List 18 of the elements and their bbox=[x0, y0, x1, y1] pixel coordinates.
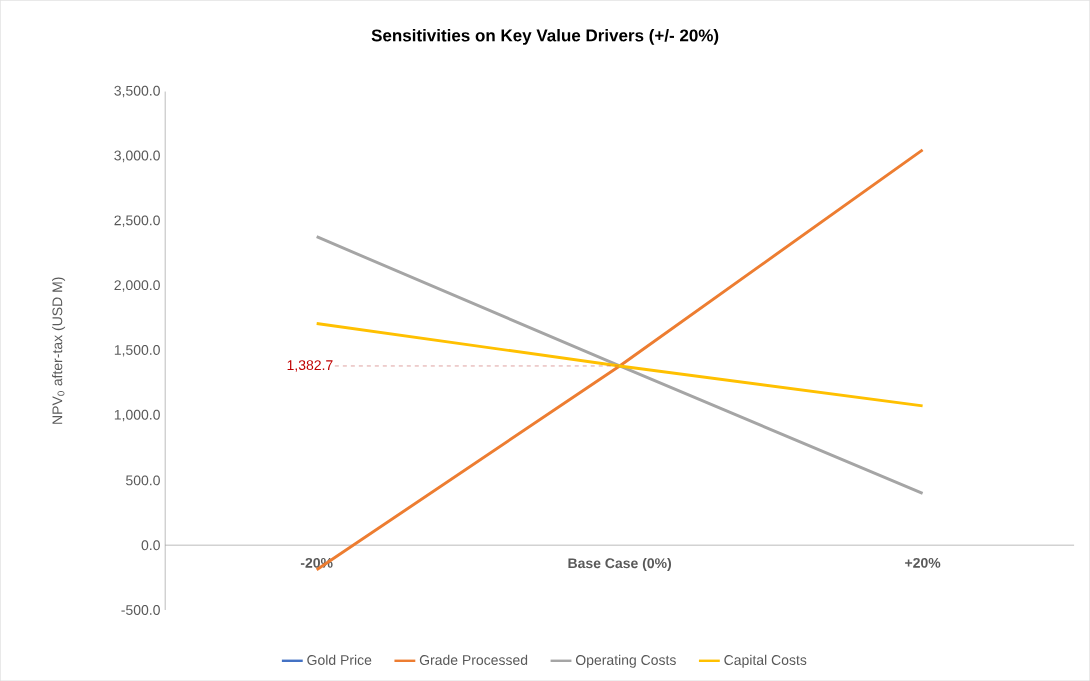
legend-label: Capital Costs bbox=[724, 654, 807, 668]
y-tick-label: 3,000.0 bbox=[114, 150, 160, 163]
y-tick-label: 500.0 bbox=[126, 475, 160, 486]
y-tick-label: 0.0 bbox=[141, 540, 160, 551]
y-tick-label: 3,500.0 bbox=[114, 85, 160, 98]
chart-title: Sensitivities on Key Value Drivers (+/- 20%) bbox=[371, 28, 719, 45]
y-tick-label: 1,000.0 bbox=[114, 409, 160, 422]
y-tick-label: 2,000.0 bbox=[114, 280, 160, 292]
legend-label: Gold Price bbox=[307, 654, 372, 665]
annotation: 1,382.7 bbox=[287, 360, 333, 372]
y-tick-label: 1,500.0 bbox=[114, 344, 160, 357]
x-tick-label: +20% bbox=[905, 557, 941, 568]
y-axis-title: NPV$_{0}$ after-tax (USD M) bbox=[52, 277, 66, 424]
y-tick-label: -500.0 bbox=[121, 604, 160, 615]
legend-label: Operating Costs bbox=[575, 654, 676, 668]
y-tick-label: 2,500.0 bbox=[114, 215, 160, 227]
x-tick-label: Base Case (0%) bbox=[568, 557, 672, 571]
legend-label: Grade Processed bbox=[419, 654, 528, 665]
